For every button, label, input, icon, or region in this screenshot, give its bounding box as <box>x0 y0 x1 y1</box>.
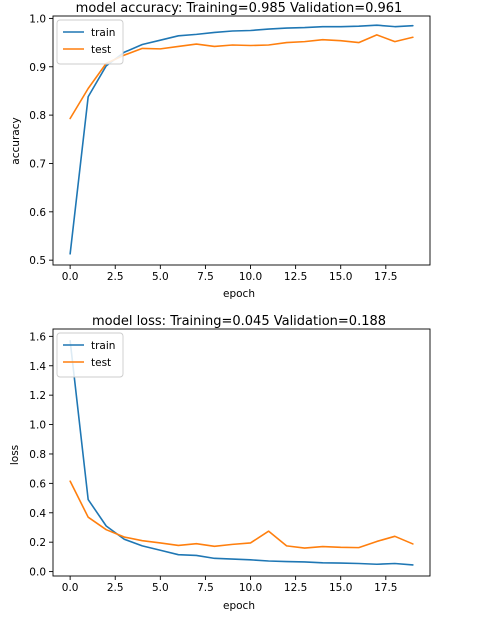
loss-ytick-label: 0.8 <box>29 449 46 461</box>
accuracy-chart: model accuracy: Training=0.985 Validatio… <box>10 1 431 300</box>
loss-xtick-label: 7.5 <box>197 582 214 594</box>
loss-chart: model loss: Training=0.045 Validation=0.… <box>9 314 431 612</box>
accuracy-xtick-label: 15.0 <box>329 271 352 283</box>
loss-series-line-train <box>69 339 414 566</box>
loss-ytick-label: 0.4 <box>29 508 46 520</box>
loss-xtick-label: 2.5 <box>107 582 124 594</box>
loss-series-line-test <box>69 480 414 549</box>
loss-chart-title: model loss: Training=0.045 Validation=0.… <box>92 314 386 329</box>
loss-plot-frame <box>52 328 431 577</box>
loss-legend: train test <box>56 332 124 378</box>
loss-ytick-label: 1.0 <box>29 420 46 432</box>
accuracy-ytick-label: 0.8 <box>29 110 46 122</box>
accuracy-series-line-train <box>69 24 414 255</box>
loss-legend-label-test: test <box>91 357 111 369</box>
loss-legend-box <box>56 332 124 378</box>
accuracy-plot-frame <box>52 15 431 266</box>
accuracy-legend: train test <box>56 19 124 65</box>
accuracy-xtick-label: 12.5 <box>284 271 307 283</box>
accuracy-xtick-label: 10.0 <box>239 271 262 283</box>
loss-ytick-label: 1.4 <box>29 361 46 373</box>
accuracy-legend-label-train: train <box>91 27 115 39</box>
accuracy-xtick-label: 0.0 <box>62 271 79 283</box>
accuracy-ylabel: accuracy <box>10 117 22 164</box>
accuracy-xtick-label: 17.5 <box>374 271 397 283</box>
loss-ytick-label: 0.0 <box>29 567 46 579</box>
loss-plot-area: 0.0 2.5 5.0 7.5 10.0 12.5 15.0 17.5 0.0 0.2 0.4 0.6… <box>29 328 431 594</box>
loss-xtick-label: 15.0 <box>329 582 352 594</box>
accuracy-legend-box <box>56 19 124 65</box>
loss-xtick-label: 0.0 <box>62 582 79 594</box>
loss-ytick-label: 0.2 <box>29 537 46 549</box>
accuracy-legend-label-test: test <box>91 44 111 56</box>
loss-ytick-label: 0.6 <box>29 478 46 490</box>
loss-ytick-label: 1.2 <box>29 390 46 402</box>
accuracy-ytick-label: 1.0 <box>29 13 46 25</box>
loss-xtick-label: 5.0 <box>152 582 169 594</box>
accuracy-xtick-label: 5.0 <box>152 271 169 283</box>
loss-xtick-label: 10.0 <box>239 582 262 594</box>
loss-xtick-label: 17.5 <box>374 582 397 594</box>
accuracy-plot-area: 0.0 2.5 5.0 7.5 10.0 12.5 15.0 17.5 0.5 0.6 0.7 0.8… <box>29 13 431 283</box>
accuracy-ytick-label: 0.5 <box>29 255 46 267</box>
loss-ytick-label: 1.6 <box>29 331 46 343</box>
loss-xlabel: epoch <box>223 600 255 612</box>
loss-ylabel: loss <box>9 445 21 465</box>
loss-legend-label-train: train <box>91 340 115 352</box>
accuracy-xlabel: epoch <box>223 288 255 300</box>
accuracy-ytick-label: 0.6 <box>29 207 46 219</box>
accuracy-ytick-label: 0.9 <box>29 62 46 74</box>
loss-xtick-label: 12.5 <box>284 582 307 594</box>
accuracy-xtick-label: 7.5 <box>197 271 214 283</box>
accuracy-ytick-label: 0.7 <box>29 158 46 170</box>
accuracy-series-line-test <box>69 34 414 120</box>
accuracy-chart-title: model accuracy: Training=0.985 Validatio… <box>76 1 403 16</box>
accuracy-xtick-label: 2.5 <box>107 271 124 283</box>
